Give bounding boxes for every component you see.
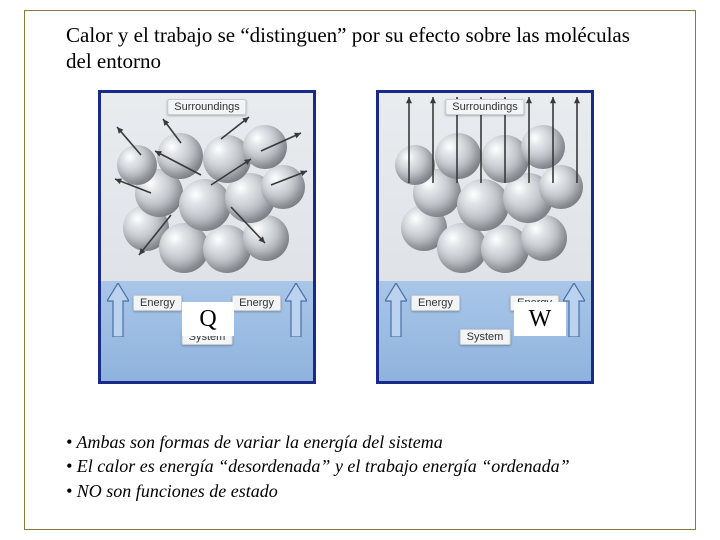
energy-label-left: Energy (133, 295, 182, 311)
surroundings-label: Surroundings (167, 99, 246, 115)
molecule-cluster (389, 115, 587, 275)
surroundings-label: Surroundings (445, 99, 524, 115)
energy-arrow-icon (107, 283, 129, 337)
bullet-item: • Ambas son formas de variar la energía … (66, 430, 676, 454)
heat-panel: Surroundings Energy Energy System (98, 90, 316, 384)
energy-label-left: Energy (411, 295, 460, 311)
molecule-sphere (539, 165, 583, 209)
work-letter: W (514, 302, 566, 336)
molecule-cluster (111, 115, 309, 275)
molecule-sphere (435, 133, 481, 179)
molecule-sphere (117, 145, 157, 185)
energy-arrow-icon (385, 283, 407, 337)
bullet-list: • Ambas son formas de variar la energía … (66, 430, 676, 503)
heat-letter: Q (182, 302, 234, 336)
bullet-item: • El calor es energía “desordenada” y el… (66, 454, 676, 478)
energy-arrow-icon (285, 283, 307, 337)
slide-title: Calor y el trabajo se “distinguen” por s… (66, 22, 656, 75)
molecule-sphere (157, 133, 203, 179)
system-label: System (460, 329, 511, 345)
energy-label-right: Energy (232, 295, 281, 311)
molecule-sphere (243, 125, 287, 169)
molecule-sphere (395, 145, 435, 185)
molecule-sphere (179, 179, 231, 231)
molecule-sphere (261, 165, 305, 209)
bullet-item: • NO son funciones de estado (66, 479, 676, 503)
molecule-sphere (457, 179, 509, 231)
energy-arrow-icon (563, 283, 585, 337)
work-panel: Surroundings Energy Energy System (376, 90, 594, 384)
molecule-sphere (521, 125, 565, 169)
diagram-row: Surroundings Energy Energy System Surrou… (98, 90, 594, 384)
